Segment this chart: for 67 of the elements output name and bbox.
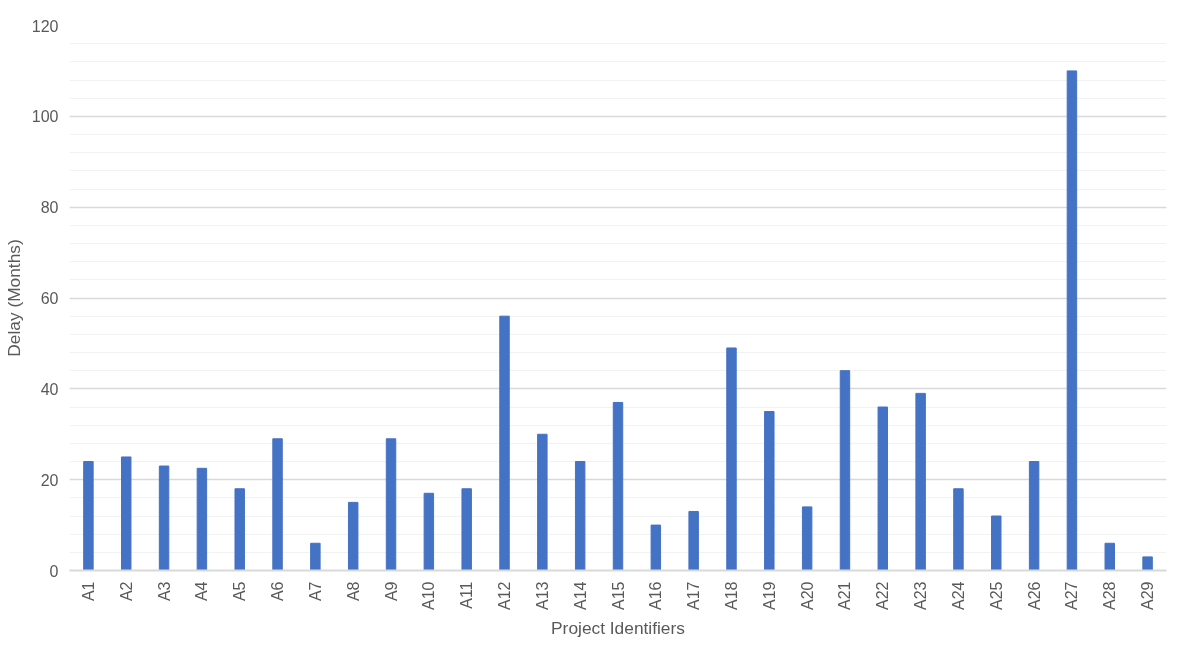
y-tick-label: 0 xyxy=(49,562,59,580)
bar xyxy=(1104,542,1115,571)
x-tick-label: A18 xyxy=(722,581,740,610)
x-tick-label: A22 xyxy=(874,581,892,610)
y-tick-label: 40 xyxy=(40,380,59,398)
x-tick-label: A20 xyxy=(798,581,816,610)
x-tick-label: A7 xyxy=(306,581,324,602)
bar xyxy=(537,433,548,571)
bar xyxy=(915,392,926,571)
x-tick-label: A25 xyxy=(987,581,1005,610)
bar xyxy=(158,465,170,571)
bar xyxy=(196,467,208,571)
x-tick-label: A16 xyxy=(647,581,665,610)
x-tick-label: A26 xyxy=(1025,581,1043,610)
x-tick-label: A1 xyxy=(79,581,97,602)
x-tick-label: A11 xyxy=(458,581,476,609)
y-tick-label: 100 xyxy=(31,108,59,126)
x-tick-label: A6 xyxy=(269,581,287,602)
bar xyxy=(991,515,1002,571)
x-tick-label: A27 xyxy=(1063,581,1081,610)
y-tick-label: 80 xyxy=(40,199,59,217)
bar xyxy=(953,488,964,571)
x-tick-label: A21 xyxy=(836,581,854,610)
x-tick-label: A5 xyxy=(231,581,249,602)
bar xyxy=(1066,70,1078,571)
bar xyxy=(612,401,624,571)
bar xyxy=(877,406,889,571)
bar xyxy=(688,510,699,571)
y-tick-label: 20 xyxy=(40,471,59,489)
bar xyxy=(801,506,813,571)
x-tick-label: A14 xyxy=(571,581,589,610)
x-tick-label: A12 xyxy=(496,581,514,610)
bar xyxy=(726,347,737,571)
bar xyxy=(839,370,851,571)
x-tick-label: A13 xyxy=(533,581,551,610)
x-tick-label: A19 xyxy=(760,581,778,610)
x-tick-label: A10 xyxy=(420,581,438,610)
bar xyxy=(423,492,435,571)
bar xyxy=(234,488,245,571)
bar xyxy=(310,542,321,571)
bar xyxy=(1028,461,1040,571)
x-tick-label: A24 xyxy=(949,581,967,610)
x-tick-label: A9 xyxy=(382,581,400,602)
bar xyxy=(1142,556,1153,571)
bar xyxy=(385,438,397,571)
x-tick-label: A28 xyxy=(1101,581,1119,610)
bar xyxy=(347,501,359,571)
bar xyxy=(650,524,662,571)
bar xyxy=(764,411,775,571)
bar xyxy=(574,461,586,571)
bar xyxy=(499,315,510,571)
bar xyxy=(121,456,132,571)
x-tick-label: A4 xyxy=(193,581,211,602)
y-tick-label: 60 xyxy=(40,290,59,307)
x-tick-label: A15 xyxy=(609,581,627,610)
x-tick-label: A23 xyxy=(912,581,930,610)
x-tick-label: A17 xyxy=(685,581,703,610)
x-tick-label: A8 xyxy=(344,581,362,602)
y-tick-label: 120 xyxy=(31,17,59,35)
y-axis-title: Delay (Months) xyxy=(3,239,24,357)
bar xyxy=(83,461,94,571)
x-axis-title: Project Identifiers xyxy=(551,617,686,638)
x-tick-label: A29 xyxy=(1139,581,1157,610)
bar xyxy=(461,488,472,571)
x-tick-label: A3 xyxy=(155,581,173,602)
x-tick-label: A2 xyxy=(117,581,135,602)
bar xyxy=(272,438,283,571)
